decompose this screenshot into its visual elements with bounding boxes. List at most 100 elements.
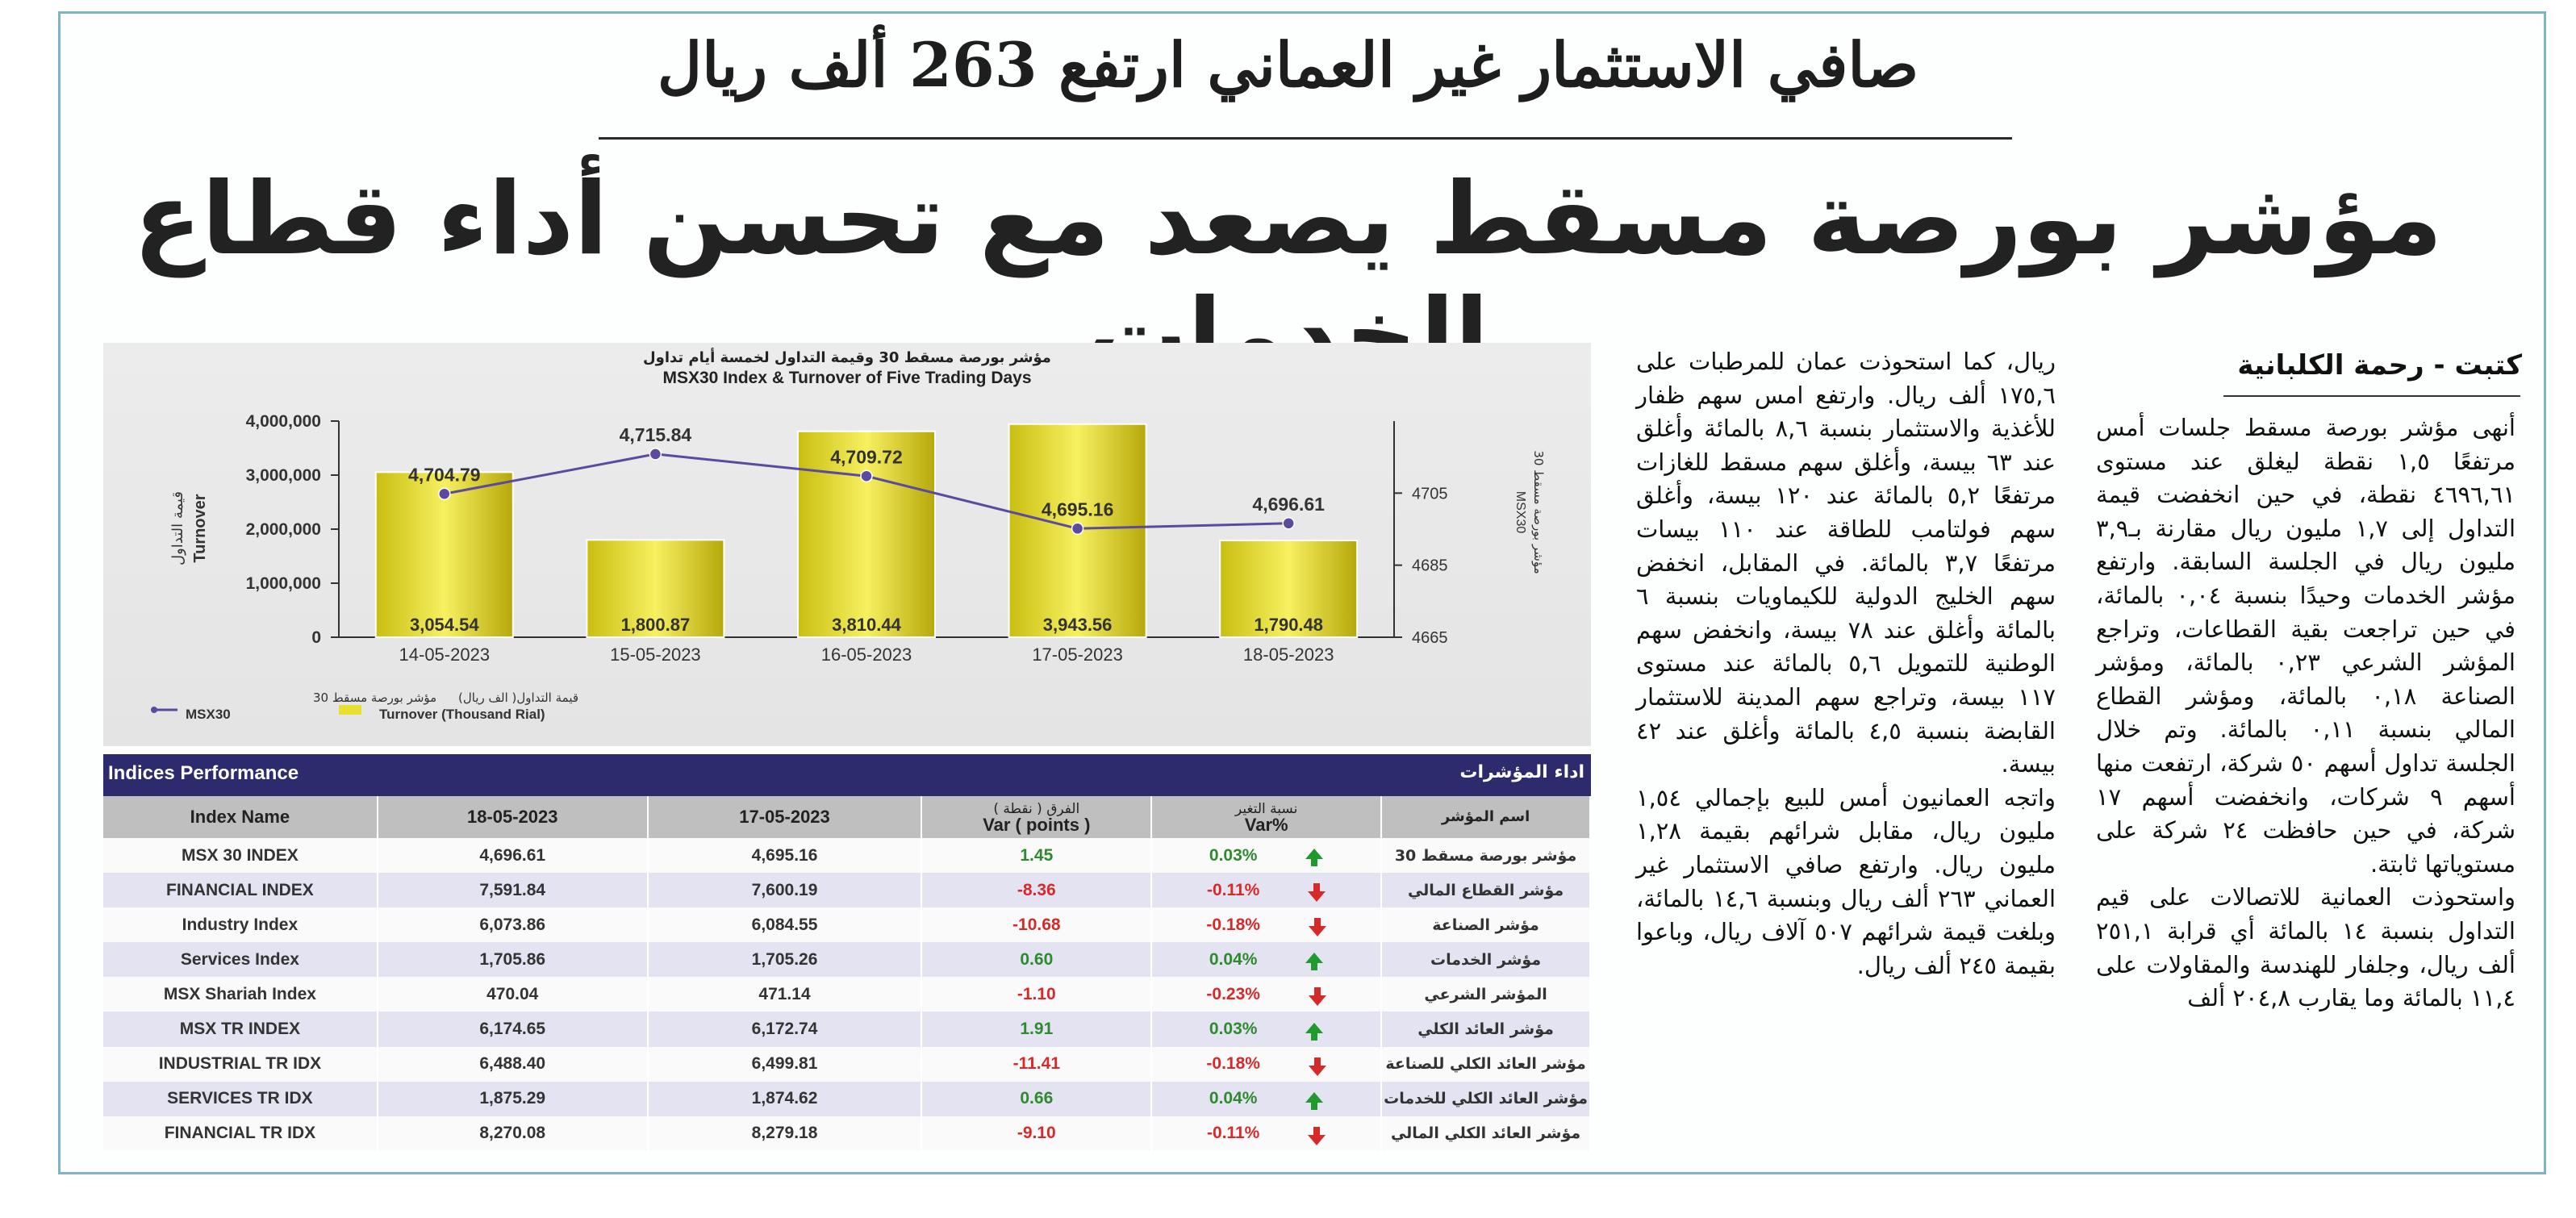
table-title-bar: Indices Performance اداء المؤشرات xyxy=(103,754,1591,796)
value-date-2: 471.14 xyxy=(647,977,923,1012)
index-name-ar: مؤشر العائد الكلي للخدمات xyxy=(1381,1081,1591,1116)
turnover-bar xyxy=(797,430,936,639)
header-var-points-en: Var ( points ) xyxy=(983,815,1091,835)
value-date-2: 7,600.19 xyxy=(647,873,923,908)
arrow-down-icon xyxy=(1308,1057,1326,1076)
chart-panel: مؤشر بورصة مسقط 30 وقيمة التداول لخمسة أ… xyxy=(103,343,1591,746)
msx30-value-label: 4,695.16 xyxy=(1042,498,1114,519)
x-tick-label: 14-05-2023 xyxy=(399,644,491,665)
var-pct: -0.23% xyxy=(1206,984,1260,1003)
var-pct-cell: 0.04% xyxy=(1151,1081,1383,1116)
header-var-points: الفرق ( نقطة ) Var ( points ) xyxy=(921,796,1153,838)
msx30-point xyxy=(1282,517,1295,530)
bar-value-label: 1,800.87 xyxy=(621,615,691,635)
var-points: 1.91 xyxy=(921,1012,1153,1047)
var-pct: 0.04% xyxy=(1209,1089,1258,1108)
turnover-bar xyxy=(1219,540,1359,638)
y2-axis-label-ar: مؤشر بورصة مسقط 30 xyxy=(1531,450,1546,574)
index-name-ar: مؤشر العائد الكلي xyxy=(1381,1012,1591,1047)
msx30-point xyxy=(649,448,662,461)
table-row: FINANCIAL TR IDX 8,270.08 8,279.18 -9.10 -0.… xyxy=(103,1116,1591,1151)
index-name-ar: مؤشر بورصة مسقط 30 xyxy=(1381,838,1591,874)
arrow-down-icon xyxy=(1308,918,1326,937)
y2-tick-label: 4685 xyxy=(1412,557,1448,575)
kicker-headline: صافي الاستثمار غير العماني ارتفع 263 ألف… xyxy=(657,29,1919,101)
index-name: MSX 30 INDEX xyxy=(103,838,378,874)
table-row: Services Index 1,705.86 1,705.26 0.60 0.04% م… xyxy=(103,942,1591,978)
msx30-value-label: 4,704.79 xyxy=(408,464,481,485)
bar-value-label: 3,810.44 xyxy=(832,615,901,635)
y2-tick-label: 4665 xyxy=(1412,629,1448,647)
legend-line-label: MSX30 xyxy=(186,707,231,722)
x-tick-label: 16-05-2023 xyxy=(821,644,912,665)
index-name: FINANCIAL INDEX xyxy=(103,873,378,908)
value-date-2: 1,705.26 xyxy=(647,942,923,978)
bar-value-label: 3,943.56 xyxy=(1043,615,1113,635)
y-tick-label: 1,000,000 xyxy=(246,574,321,593)
table-row: FINANCIAL INDEX 7,591.84 7,600.19 -8.36 -0.1… xyxy=(103,873,1591,908)
arrow-down-icon xyxy=(1308,883,1326,903)
header-var-pct-ar: نسبة التغير xyxy=(1235,801,1298,817)
value-date-2: 6,084.55 xyxy=(647,907,923,943)
msx30-value-label: 4,709.72 xyxy=(830,446,903,467)
byline-underline xyxy=(2223,395,2520,397)
var-pct: -0.18% xyxy=(1206,915,1260,934)
index-name: SERVICES TR IDX xyxy=(103,1081,378,1116)
table-row: INDUSTRIAL TR IDX 6,488.40 6,499.81 -11.41 -… xyxy=(103,1046,1591,1082)
table-row: MSX TR INDEX 6,174.65 6,172.74 1.91 0.03% مؤش… xyxy=(103,1012,1591,1047)
table-title-ar: اداء المؤشرات xyxy=(1459,762,1584,782)
var-pct: 0.03% xyxy=(1209,845,1258,865)
var-pct-cell: 0.03% xyxy=(1151,838,1383,874)
msx30-value-label: 4,715.84 xyxy=(620,424,692,445)
header-index-name: Index Name xyxy=(103,796,378,838)
arrow-down-icon xyxy=(1308,987,1326,1007)
value-date-1: 8,270.08 xyxy=(377,1116,649,1151)
value-date-2: 6,499.81 xyxy=(647,1046,923,1082)
value-date-2: 8,279.18 xyxy=(647,1116,923,1151)
msx30-value-label: 4,696.61 xyxy=(1252,494,1325,515)
y2-tick-label: 4705 xyxy=(1412,485,1448,503)
arrow-up-icon xyxy=(1305,1022,1324,1041)
value-date-2: 6,172.74 xyxy=(647,1012,923,1047)
index-name: MSX TR INDEX xyxy=(103,1012,378,1047)
value-date-1: 470.04 xyxy=(377,977,649,1012)
x-tick-label: 17-05-2023 xyxy=(1032,644,1123,665)
index-name-ar: مؤشر العائد الكلي المالي xyxy=(1381,1116,1591,1151)
header-date-1: 18-05-2023 xyxy=(377,796,649,838)
msx30-point xyxy=(438,487,451,501)
chart-title: MSX30 Index & Turnover of Five Trading D… xyxy=(662,369,1031,387)
y-tick-label: 0 xyxy=(311,628,321,647)
paragraph: واستحوذت العمانية للاتصالات على قيم التد… xyxy=(2096,883,2515,1012)
var-pct-cell: -0.11% xyxy=(1151,873,1383,908)
arrow-up-icon xyxy=(1305,849,1324,867)
var-points: -1.10 xyxy=(921,977,1153,1012)
paragraph: ريال، كما استحوذت عمان للمرطبات على ١٧٥,… xyxy=(1636,348,2056,778)
y-tick-label: 3,000,000 xyxy=(246,466,321,485)
x-tick-label: 15-05-2023 xyxy=(610,644,701,665)
var-pct: 0.04% xyxy=(1209,949,1258,969)
var-points: 0.66 xyxy=(921,1081,1153,1116)
value-date-1: 6,488.40 xyxy=(377,1046,649,1082)
var-pct: -0.18% xyxy=(1206,1054,1260,1074)
index-name: Services Index xyxy=(103,942,378,978)
index-name-ar: المؤشر الشرعي xyxy=(1381,977,1591,1012)
turnover-bar xyxy=(586,539,725,638)
header-var-points-ar: الفرق ( نقطة ) xyxy=(993,801,1080,817)
var-pct-cell: 0.04% xyxy=(1151,942,1383,978)
value-date-1: 6,174.65 xyxy=(377,1012,649,1047)
indices-performance-table: Indices Performance اداء المؤشرات Index … xyxy=(103,754,1591,1154)
bar-value-label: 1,790.48 xyxy=(1254,615,1323,635)
legend-line-label-ar: مؤشر بورصة مسقط 30 xyxy=(313,690,436,705)
header-index-name-ar: اسم المؤشر xyxy=(1381,796,1591,838)
byline: كتبت - رحمة الكلبانية xyxy=(2237,349,2522,382)
table-header-row: Index Name 18-05-2023 17-05-2023 الفرق (… xyxy=(103,796,1591,838)
paragraph: واتجه العمانيون أمس للبيع بإجمالي ١,٥٤ م… xyxy=(1636,783,2056,979)
table-title: Indices Performance xyxy=(108,762,299,784)
var-points: -10.68 xyxy=(921,907,1153,943)
value-date-1: 1,705.86 xyxy=(377,942,649,978)
var-points: 0.60 xyxy=(921,942,1153,978)
arrow-up-icon xyxy=(1305,953,1324,971)
var-points: -11.41 xyxy=(921,1046,1153,1082)
index-name-ar: مؤشر الخدمات xyxy=(1381,942,1591,978)
x-tick-label: 18-05-2023 xyxy=(1243,644,1334,665)
